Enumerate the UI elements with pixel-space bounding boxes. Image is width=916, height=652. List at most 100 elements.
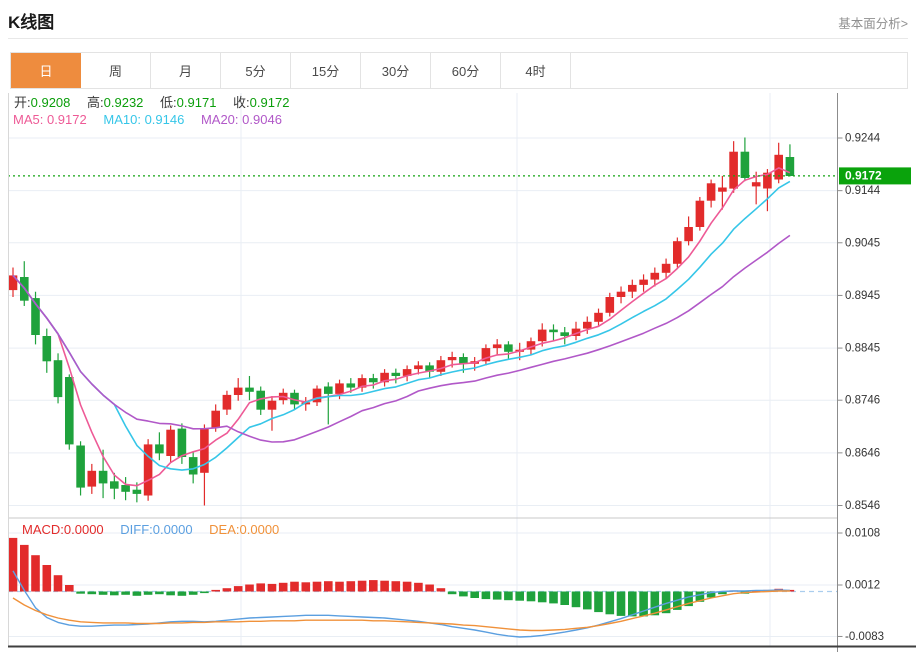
candle-42 <box>481 348 491 362</box>
ma10-value: 0.9146 <box>144 112 185 127</box>
candle-27 <box>312 388 322 403</box>
open-value: 0.9208 <box>30 95 71 110</box>
tab-4[interactable]: 15分 <box>291 53 361 88</box>
diff-label: DIFF: <box>120 522 153 537</box>
candle-69 <box>785 157 795 176</box>
candle-16 <box>188 457 198 475</box>
candle-17 <box>200 428 209 473</box>
tab-1[interactable]: 周 <box>81 53 151 88</box>
candle-67 <box>763 172 772 189</box>
candle-2 <box>31 298 40 335</box>
candle-43 <box>492 344 502 349</box>
svg-text:0.8845: 0.8845 <box>845 343 880 355</box>
dea-line <box>12 590 790 632</box>
dea-value: 0.0000 <box>239 522 280 537</box>
candle-64 <box>729 151 738 189</box>
svg-text:0.0012: 0.0012 <box>845 580 880 592</box>
macd-label: MACD: <box>22 522 64 537</box>
candle-60 <box>684 227 693 242</box>
candle-62 <box>706 183 716 201</box>
candle-31 <box>357 378 367 388</box>
candle-58 <box>661 263 671 273</box>
candle-40 <box>459 357 468 364</box>
candle-29 <box>335 383 344 394</box>
low-label: 低: <box>160 95 177 110</box>
candle-22 <box>256 390 265 410</box>
candle-53 <box>605 297 615 313</box>
candle-61 <box>695 200 705 227</box>
candle-11 <box>132 489 142 494</box>
candle-23 <box>267 400 277 410</box>
close-value: 0.9172 <box>249 95 290 110</box>
price-axis: 0.9244 0.9144 0.9045 0.8945 0.8845 0.8746 0.86… <box>8 93 916 652</box>
candle-20 <box>233 387 243 395</box>
close-label: 收: <box>233 95 250 110</box>
tab-0[interactable]: 日 <box>11 53 81 88</box>
candle-14 <box>166 429 175 456</box>
candle-4 <box>53 360 63 398</box>
candles <box>8 137 795 506</box>
ohlc-info: 开:0.9208 高:0.9232 低:0.9171 收:0.9172 <box>14 92 302 111</box>
candle-35 <box>402 369 412 376</box>
svg-text:0.9244: 0.9244 <box>845 133 881 145</box>
ma20-value: 0.9046 <box>242 112 282 127</box>
high-value: 0.9232 <box>103 95 144 110</box>
candle-36 <box>414 365 423 370</box>
ma-legend: MA5: 0.9172 MA10: 0.9146 MA20: 0.9046 <box>13 112 295 127</box>
candle-56 <box>639 279 648 285</box>
candle-15 <box>177 428 187 457</box>
fundamental-analysis-link[interactable]: 基本面分析> <box>838 17 908 31</box>
tab-6[interactable]: 60分 <box>431 53 501 88</box>
candle-55 <box>628 284 637 292</box>
diff-value: 0.0000 <box>152 522 193 537</box>
ma10-label: MA10: <box>103 112 141 127</box>
ma10-line <box>12 180 791 471</box>
candle-66 <box>751 182 761 187</box>
candle-46 <box>526 341 536 350</box>
svg-text:0.9045: 0.9045 <box>845 237 880 249</box>
candle-32 <box>369 378 378 383</box>
candle-39 <box>447 357 457 361</box>
tab-3[interactable]: 5分 <box>221 53 291 88</box>
candle-57 <box>650 272 660 280</box>
svg-text:0.0108: 0.0108 <box>845 528 880 540</box>
candle-44 <box>504 344 513 352</box>
candle-7 <box>87 470 97 487</box>
macd-histogram <box>8 537 795 617</box>
tab-7[interactable]: 4时 <box>501 53 571 88</box>
candle-25 <box>290 392 299 405</box>
tab-bar: 日周月 5分 15分 30分 60分 4时 <box>10 52 908 89</box>
candle-21 <box>245 387 254 392</box>
page-title: K线图 <box>8 13 55 32</box>
svg-text:0.9144: 0.9144 <box>845 185 881 197</box>
ma10-line <box>12 180 791 471</box>
candle-34 <box>391 372 401 376</box>
dea-label: DEA: <box>209 522 240 537</box>
candle-10 <box>121 485 130 492</box>
current-price-badge-rect <box>839 167 911 185</box>
candle-65 <box>740 151 750 178</box>
candle-9 <box>110 481 119 489</box>
diff-line <box>12 570 790 638</box>
candle-28 <box>324 386 333 394</box>
current-price-badge: 0.9172 <box>839 167 911 185</box>
macd-value: 0.0000 <box>63 522 104 537</box>
candle-5 <box>65 377 74 445</box>
svg-text:0.8646: 0.8646 <box>845 447 880 459</box>
ma5-line <box>12 167 791 487</box>
ma20-line <box>12 234 791 443</box>
candle-59 <box>673 241 682 264</box>
candle-0 <box>8 275 18 291</box>
svg-text:0.8546: 0.8546 <box>845 500 880 512</box>
ma5-line <box>12 167 791 487</box>
open-label: 开: <box>14 95 31 110</box>
svg-text:0.9172: 0.9172 <box>845 169 882 183</box>
candle-50 <box>571 328 581 336</box>
tab-2[interactable]: 月 <box>151 53 221 88</box>
tab-5[interactable]: 30分 <box>361 53 431 88</box>
candle-6 <box>76 445 85 488</box>
dea-line <box>12 590 790 632</box>
candle-19 <box>222 394 232 410</box>
